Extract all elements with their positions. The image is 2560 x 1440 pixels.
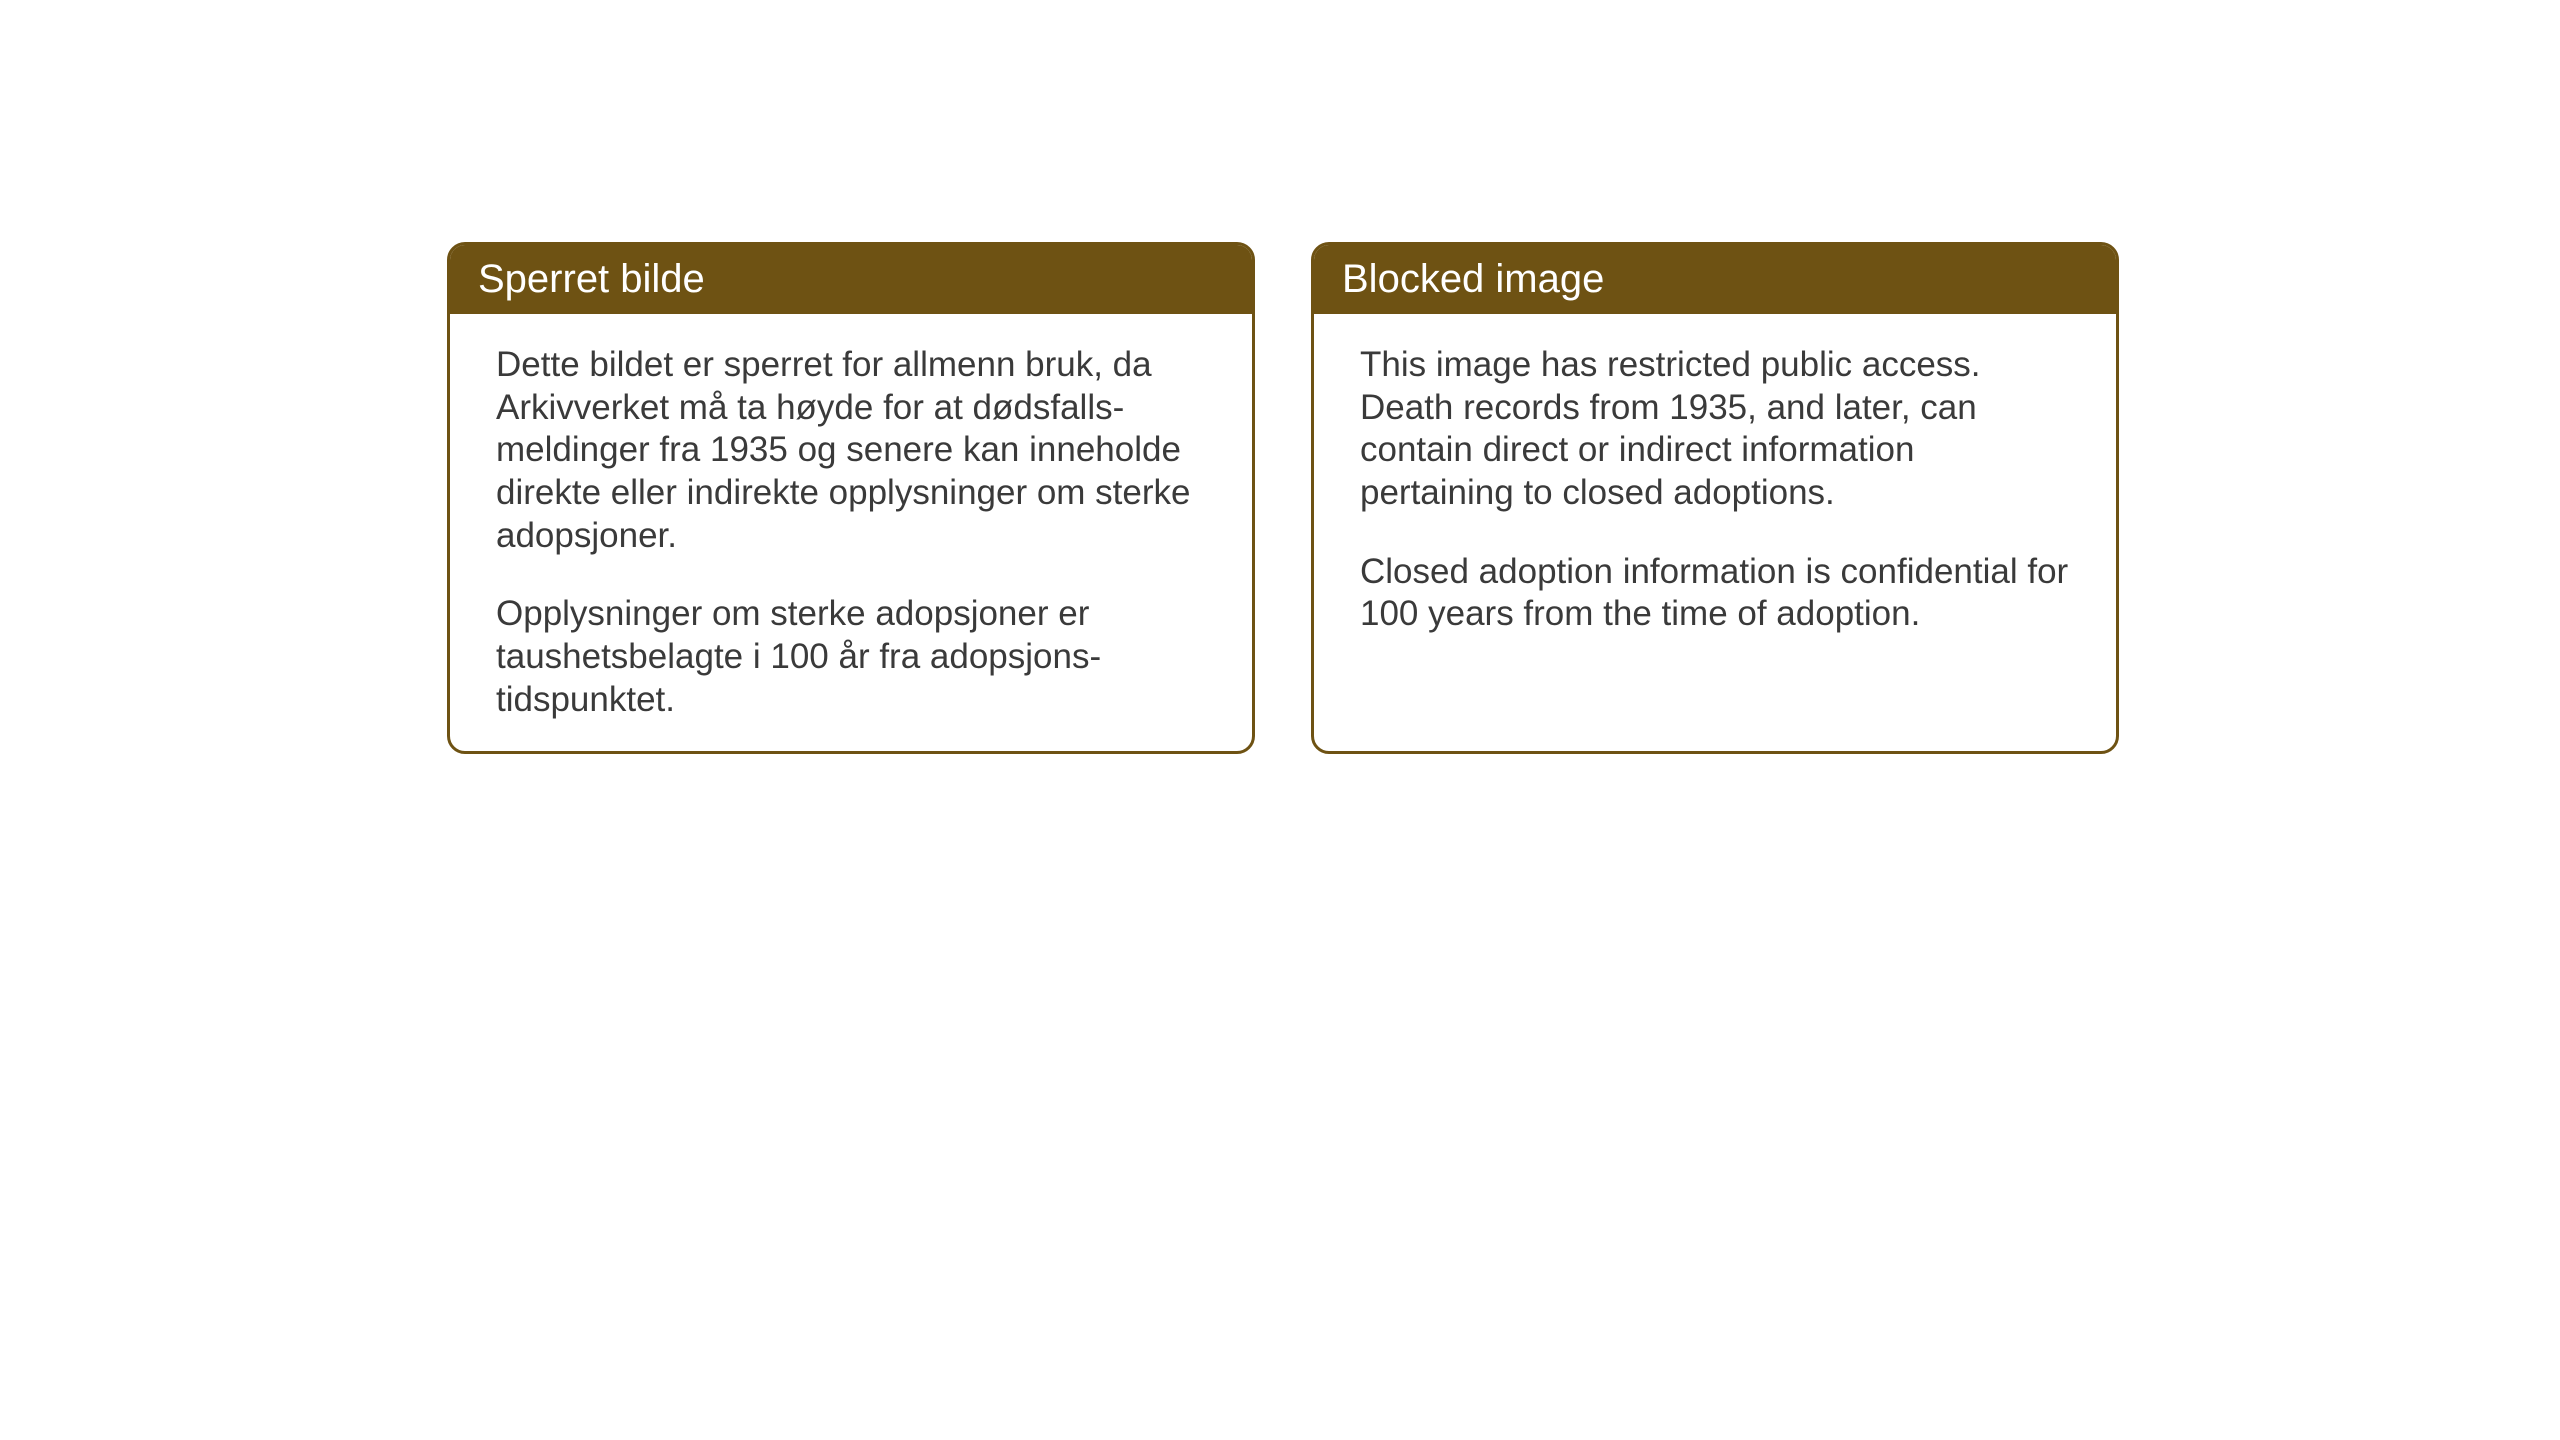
card-header-english: Blocked image [1314,245,2116,314]
card-body-english: This image has restricted public access.… [1314,314,2116,676]
notice-card-english: Blocked image This image has restricted … [1311,242,2119,754]
card-paragraph-2-english: Closed adoption information is confident… [1360,551,2070,636]
card-title-norwegian: Sperret bilde [478,257,705,301]
notice-card-norwegian: Sperret bilde Dette bildet er sperret fo… [447,242,1255,754]
card-title-english: Blocked image [1342,257,1604,301]
card-header-norwegian: Sperret bilde [450,245,1252,314]
card-paragraph-1-english: This image has restricted public access.… [1360,344,2070,515]
card-paragraph-2-norwegian: Opplysninger om sterke adopsjoner er tau… [496,593,1206,721]
notice-container: Sperret bilde Dette bildet er sperret fo… [447,242,2119,754]
card-body-norwegian: Dette bildet er sperret for allmenn bruk… [450,314,1252,754]
card-paragraph-1-norwegian: Dette bildet er sperret for allmenn bruk… [496,344,1206,557]
